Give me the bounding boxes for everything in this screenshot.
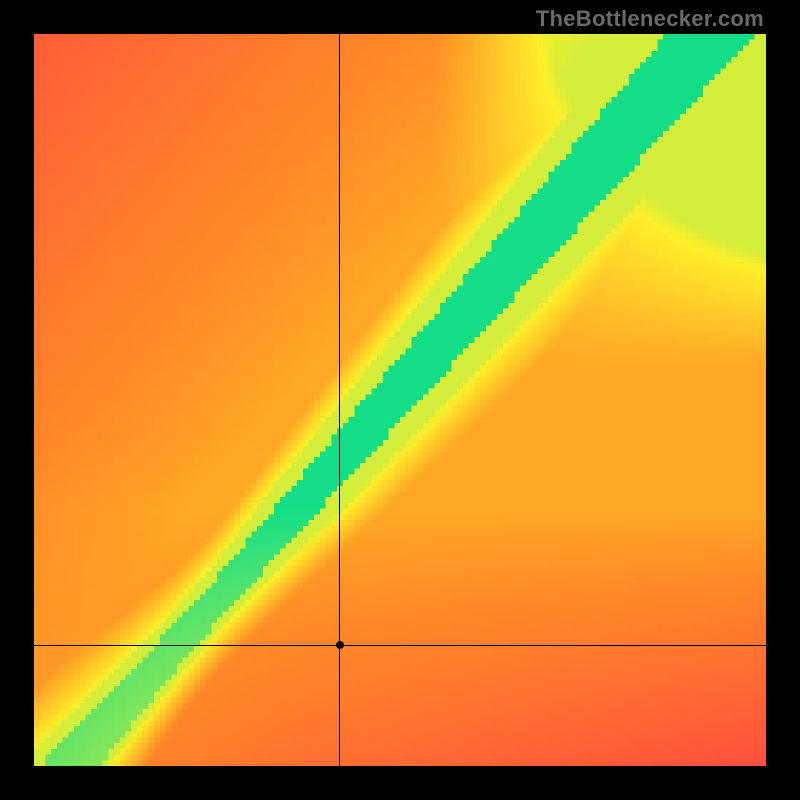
crosshair-horizontal [34, 645, 766, 646]
bottleneck-heatmap [34, 34, 766, 766]
crosshair-marker [336, 641, 344, 649]
crosshair-vertical [339, 34, 340, 766]
chart-frame: TheBottlenecker.com [0, 0, 800, 800]
watermark-text: TheBottlenecker.com [536, 6, 764, 32]
